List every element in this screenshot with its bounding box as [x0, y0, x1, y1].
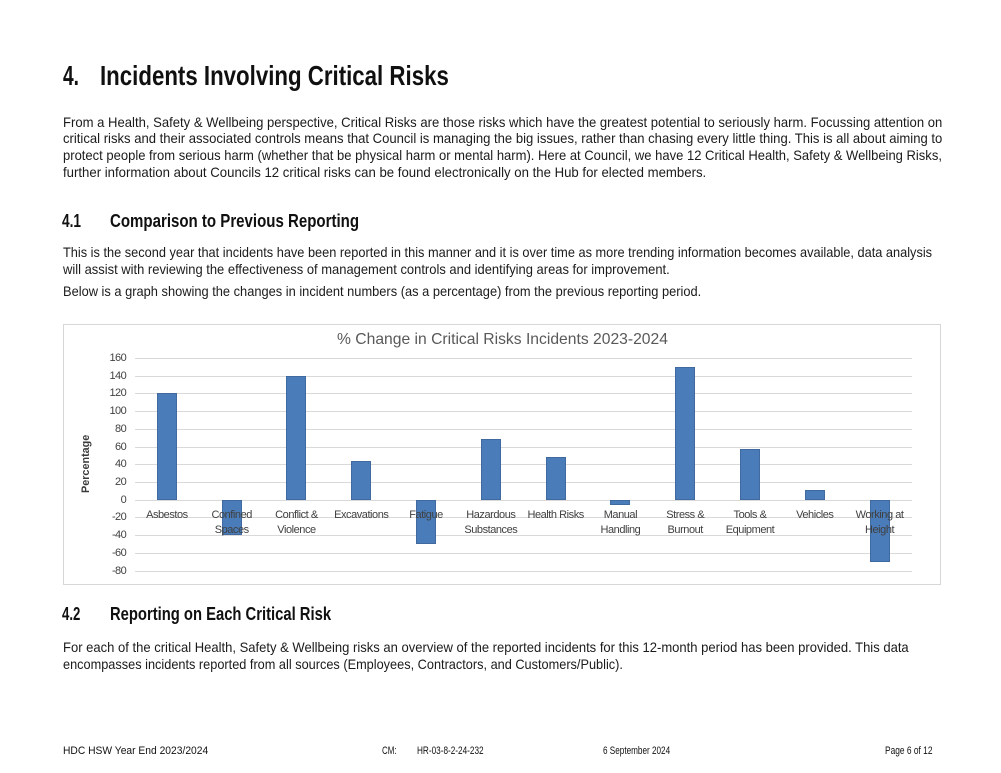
- x-axis-category-label: Vehicles: [796, 509, 834, 522]
- paragraph-line: further information about Councils 12 cr…: [63, 163, 707, 180]
- footer-cm-label: CM:: [381, 745, 397, 758]
- x-axis-category-label: Confined Spaces: [211, 509, 252, 537]
- bar-asbestos: [156, 393, 177, 500]
- gridline: [135, 570, 912, 572]
- bar-vehicles: [804, 489, 825, 500]
- x-axis-category-label: Tools & Equipment: [725, 509, 775, 537]
- paragraph-line: From a Health, Safety & Wellbeing perspe…: [63, 113, 943, 130]
- gridline: [135, 411, 912, 413]
- section-4-1-number: 4.1: [62, 210, 82, 231]
- paragraph-line: For each of the critical Health, Safety …: [63, 638, 909, 655]
- gridline: [135, 517, 912, 519]
- bar-health-risks: [545, 457, 566, 500]
- bar-tools-equipment: [740, 449, 760, 500]
- main-heading-title: Incidents Involving Critical Risks: [99, 59, 449, 91]
- bar-hazardous-substances: [480, 439, 501, 500]
- footer-cm-number: HR-03-8-2-24-232: [416, 745, 484, 758]
- gridline: [135, 393, 912, 395]
- section-4-2-paragraph: For each of the critical Health, Safety …: [63, 639, 972, 673]
- bar-fatigue: [416, 499, 437, 544]
- section-4-1-title: Comparison to Previous Reporting: [110, 210, 360, 231]
- footer-date: 6 September 2024: [603, 745, 671, 758]
- gridline: [135, 535, 912, 537]
- y-axis-tick-label: 100: [109, 405, 127, 418]
- section-4-1-note: Below is a graph showing the changes in …: [63, 283, 759, 300]
- gridline: [135, 357, 912, 359]
- x-axis-category-label: Health Risks: [527, 509, 584, 522]
- x-axis-category-label: Conflict & Violence: [275, 509, 318, 537]
- gridline: [135, 481, 912, 483]
- bar-excavations: [351, 460, 372, 500]
- y-axis-tick-label: -20: [111, 511, 127, 524]
- x-axis-category-label: Manual Handling: [600, 509, 641, 537]
- chart-title: % Change in Critical Risks Incidents 202…: [336, 331, 668, 348]
- gridline: [135, 446, 912, 448]
- gridline: [135, 464, 912, 466]
- intro-paragraph: From a Health, Safety & Wellbeing perspe…: [63, 114, 1001, 181]
- bar-stress-burnout: [675, 366, 696, 500]
- x-axis-category-label: Asbestos: [146, 509, 188, 522]
- section-4-1-paragraph: This is the second year that incidents h…: [63, 244, 1001, 278]
- y-axis-tick-label: 80: [115, 422, 127, 435]
- y-axis-tick-label: 20: [115, 475, 127, 488]
- bar-manual-handling: [610, 499, 631, 505]
- x-axis-category-label: Excavations: [334, 509, 389, 522]
- y-axis-tick-label: 160: [109, 351, 127, 364]
- bar-confined-spaces: [221, 499, 242, 536]
- section-4-2-number: 4.2: [62, 604, 81, 624]
- main-heading-number: 4.: [63, 59, 79, 91]
- x-axis-category-label: Hazardous Substances: [464, 509, 518, 537]
- y-axis-tick-label: 0: [120, 493, 127, 506]
- bar-chart: -80 -60 -40 -20 0 20 40 60 80 100 120 140 160 Asbesto…: [63, 324, 941, 585]
- paragraph-line: will assist with reviewing the effective…: [63, 261, 670, 278]
- gridline: [135, 428, 912, 430]
- y-axis-tick-label: -40: [111, 529, 127, 542]
- paragraph-line: encompasses incidents reported from all …: [63, 655, 623, 672]
- x-axis-category-label: Stress & Burnout: [666, 509, 705, 537]
- bar-working-at-height: [869, 499, 890, 562]
- paragraph-line: critical risks and their associated cont…: [63, 130, 943, 147]
- y-axis-title: Percentage: [79, 434, 92, 493]
- x-axis-category-label: Fatigue: [409, 509, 443, 522]
- y-axis-tick-label: 60: [115, 440, 127, 453]
- y-axis-tick-label: 120: [109, 387, 127, 400]
- zero-axis-line: [135, 499, 912, 501]
- y-axis-tick-label: -60: [111, 546, 127, 559]
- paragraph-line: This is the second year that incidents h…: [63, 244, 933, 261]
- section-4-2-title: Reporting on Each Critical Risk: [109, 604, 331, 624]
- bar-conflict-violence: [286, 375, 307, 500]
- footer-document-name: HDC HSW Year End 2023/2024: [62, 745, 209, 758]
- footer-page-number: Page 6 of 12: [884, 745, 933, 758]
- y-axis-tick-label: 40: [115, 458, 127, 471]
- x-axis-category-label: Working at Height: [855, 509, 904, 537]
- paragraph-line: protect people from serious harm (whethe…: [63, 147, 942, 164]
- y-axis-tick-label: 140: [109, 369, 127, 382]
- gridline: [135, 375, 912, 377]
- gridline: [135, 552, 912, 554]
- y-axis-tick-label: -80: [111, 564, 127, 577]
- paragraph-line: Below is a graph showing the changes in …: [63, 282, 702, 299]
